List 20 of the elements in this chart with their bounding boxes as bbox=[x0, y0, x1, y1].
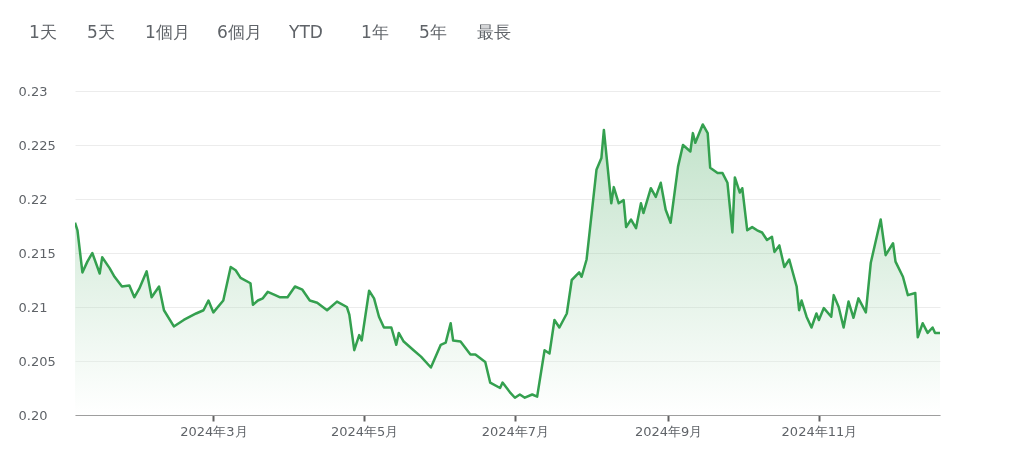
text: 5年 bbox=[419, 22, 447, 42]
text: 1個月 bbox=[145, 22, 190, 42]
y-tick-label: 0.215 bbox=[18, 245, 56, 261]
y-tick-label: 0.22 bbox=[18, 191, 48, 207]
y-tick-label: 0.225 bbox=[18, 137, 56, 153]
text: YTD bbox=[288, 22, 323, 42]
y-tick-label: 0.23 bbox=[18, 83, 48, 99]
text: 5天 bbox=[87, 22, 115, 42]
text: 1年 bbox=[361, 22, 389, 42]
x-tick-label: 2024年3月 bbox=[180, 423, 248, 439]
text: 6個月 bbox=[217, 22, 262, 42]
text: 最長 bbox=[477, 22, 511, 42]
y-tick-label: 0.21 bbox=[18, 299, 48, 315]
y-tick-label: 0.20 bbox=[18, 407, 48, 423]
x-tick-label: 2024年11月 bbox=[781, 423, 858, 439]
x-tick-label: 2024年5月 bbox=[330, 423, 399, 439]
x-tick-label: 2024年9月 bbox=[634, 423, 703, 439]
text: 1天 bbox=[29, 22, 57, 42]
x-tick-label: 2024年7月 bbox=[481, 423, 550, 439]
y-tick-label: 0.205 bbox=[18, 353, 56, 369]
